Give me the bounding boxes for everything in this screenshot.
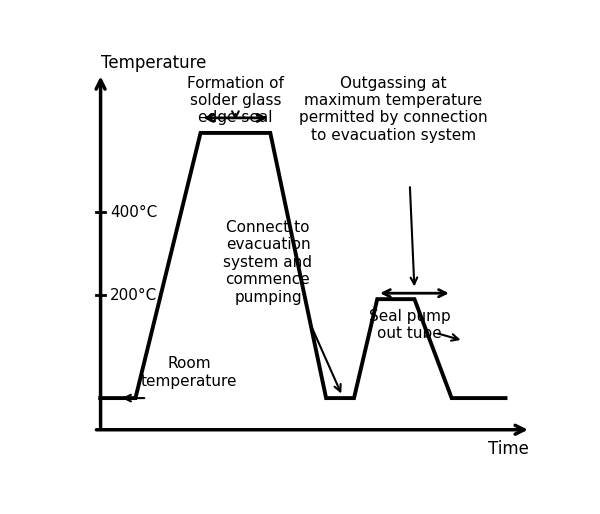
Text: Temperature: Temperature [101,53,206,71]
Text: Seal pump
out tube: Seal pump out tube [369,309,451,341]
Text: Time: Time [487,439,529,457]
Text: Outgassing at
maximum temperature
permitted by connection
to evacuation system: Outgassing at maximum temperature permit… [299,76,488,143]
Text: 200°C: 200°C [110,288,157,303]
Text: 400°C: 400°C [110,205,157,219]
Text: Room
temperature: Room temperature [140,356,237,389]
Text: Formation of
solder glass
edge seal: Formation of solder glass edge seal [187,76,284,125]
Text: Connect to
evacuation
system and
commence
pumping: Connect to evacuation system and commenc… [223,220,313,305]
